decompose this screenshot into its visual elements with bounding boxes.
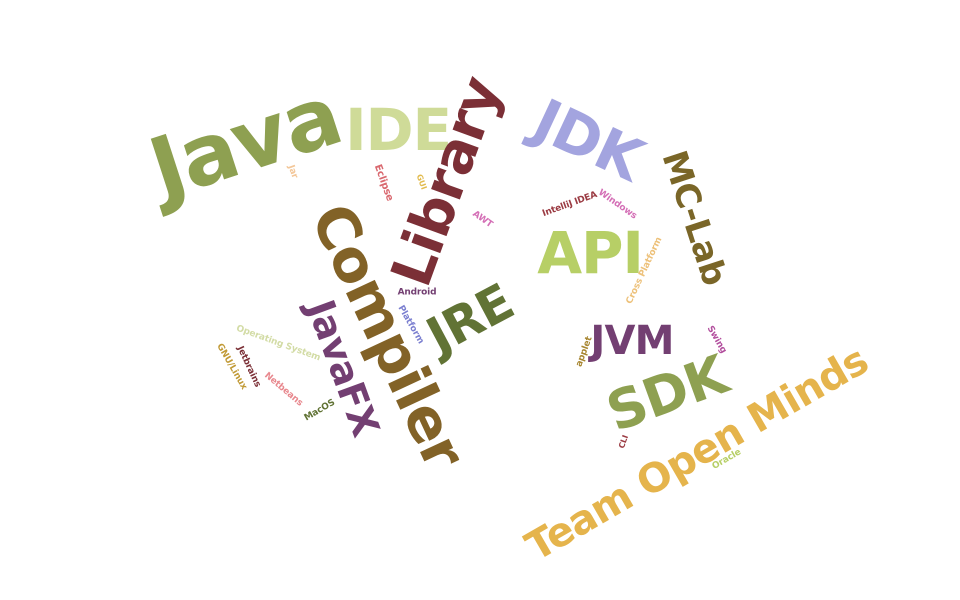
word-netbeans: Netbeans — [262, 370, 305, 409]
word-mc-lab: MC-Lab — [653, 145, 735, 291]
word-java: Java — [138, 65, 352, 219]
word-jvm: JVM — [590, 318, 674, 364]
word-macos: MacOS — [302, 397, 337, 424]
word-windows: Windows — [596, 187, 639, 222]
word-cli: CLI — [616, 433, 631, 450]
word-eclipse: Eclipse — [371, 163, 396, 203]
word-intellij-idea: IntelliJ IDEA — [541, 189, 599, 220]
word-jdk: JDK — [523, 85, 653, 195]
word-android: Android — [397, 287, 437, 298]
word-ide: IDE — [345, 96, 452, 164]
word-api: API — [537, 219, 644, 287]
word-awt: AWT — [470, 209, 495, 231]
